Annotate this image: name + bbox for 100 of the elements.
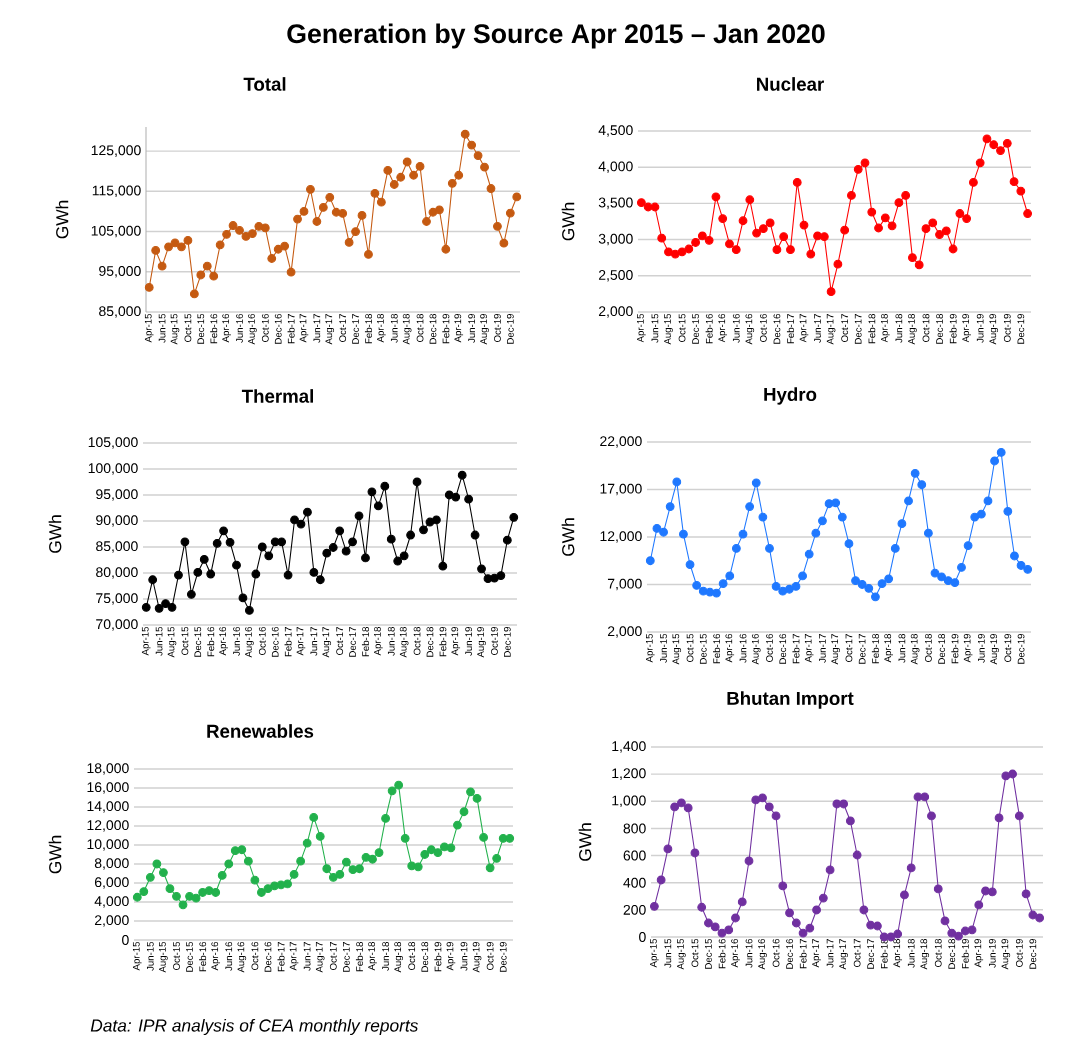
x-tick-label: Feb-16 (210, 314, 218, 344)
point (969, 177, 978, 187)
point (335, 870, 345, 879)
x-tick-label: Feb-19 (961, 939, 969, 969)
point (857, 580, 867, 589)
y-tick-label: 3,500 (598, 197, 633, 210)
y-tick-label: 18,000 (87, 763, 129, 775)
point (413, 862, 423, 872)
x-tick-label: Dec-18 (938, 634, 946, 664)
x-tick-label: Dec-17 (343, 942, 350, 972)
point (852, 850, 862, 860)
x-tick-label: Oct-16 (258, 627, 266, 655)
x-tick-label: Feb-18 (868, 314, 876, 344)
x-tick-label: Aug-18 (908, 314, 917, 345)
point (812, 905, 821, 915)
x-tick-label: Feb-18 (361, 627, 369, 657)
y-tick-label: 3,000 (598, 233, 633, 246)
x-tick-label: Oct-19 (1004, 634, 1012, 662)
x-tick-label: Aug-15 (677, 938, 686, 970)
point (225, 537, 235, 547)
point (473, 151, 483, 160)
point (906, 863, 916, 873)
point (718, 579, 728, 588)
point (914, 260, 924, 270)
point (180, 537, 190, 547)
point (341, 857, 351, 867)
y-tick-label: 2,000 (607, 626, 642, 638)
point (178, 900, 188, 910)
point (1014, 811, 1024, 821)
point (963, 541, 973, 550)
point (374, 848, 384, 857)
x-tick-label: Dec-15 (186, 941, 193, 972)
point (280, 241, 290, 251)
point (212, 538, 222, 548)
point (967, 925, 977, 935)
point (697, 902, 707, 912)
point (232, 560, 241, 570)
x-tick-label: Apr-17 (799, 314, 809, 343)
x-tick-label: Aug-17 (826, 314, 836, 345)
x-tick-label: Feb-18 (880, 939, 888, 969)
y-axis-title: GWh (578, 823, 592, 861)
x-tick-label: Feb-16 (199, 942, 207, 972)
x-tick-label: Jun-18 (390, 314, 398, 343)
point (1023, 564, 1033, 574)
point (679, 529, 688, 539)
x-tick-label: Jun-15 (660, 633, 667, 663)
x-tick-label: Oct-15 (173, 941, 180, 970)
point (996, 448, 1006, 457)
point (219, 526, 229, 536)
point (419, 525, 428, 535)
point (839, 799, 849, 809)
point (322, 548, 332, 558)
x-tick-label: Apr-16 (718, 314, 728, 343)
point (890, 543, 900, 553)
point (222, 229, 232, 239)
point (910, 468, 920, 478)
point (887, 221, 897, 231)
x-tick-label: Apr-19 (454, 314, 464, 343)
x-tick-label: Aug-17 (839, 939, 848, 970)
y-tick-label: 2,000 (94, 915, 129, 927)
point (351, 227, 360, 236)
point (947, 928, 957, 938)
x-tick-label: Apr-17 (289, 942, 299, 971)
y-tick-label: 1,400 (612, 741, 646, 753)
x-tick-label: Oct-18 (934, 939, 942, 967)
point (1021, 889, 1031, 899)
point (263, 884, 273, 894)
x-tick-label: Jun-15 (651, 313, 659, 343)
point (745, 195, 755, 205)
point (989, 140, 999, 150)
x-tick-label: Dec-16 (274, 314, 282, 344)
x-tick-label: Oct-16 (766, 634, 773, 662)
point (656, 875, 666, 885)
point (470, 530, 480, 540)
point (737, 897, 747, 907)
x-tick-label: Oct-16 (261, 314, 269, 342)
x-tick-label: Aug-17 (325, 314, 335, 345)
point (724, 925, 734, 935)
point (370, 188, 380, 198)
point (441, 244, 451, 254)
x-tick-label: Apr-16 (725, 634, 735, 663)
point (386, 534, 396, 544)
point (406, 530, 416, 540)
point (718, 214, 728, 223)
point (400, 833, 410, 843)
x-tick-label: Aug-15 (664, 313, 673, 345)
x-tick-label: Oct-15 (686, 633, 694, 662)
point (745, 502, 755, 511)
x-tick-label: Feb-17 (287, 314, 295, 344)
y-tick-label: 22,000 (600, 436, 642, 448)
x-tick-label: Jun-16 (732, 314, 740, 343)
x-tick-label: Oct-18 (925, 634, 932, 662)
point (663, 844, 673, 854)
point (355, 864, 364, 874)
y-tick-label: 17,000 (600, 483, 642, 496)
point (1035, 913, 1045, 923)
point (186, 589, 196, 599)
x-tick-label: Jun-17 (814, 314, 821, 343)
x-tick-label: Apr-15 (144, 313, 154, 343)
point (664, 247, 673, 257)
